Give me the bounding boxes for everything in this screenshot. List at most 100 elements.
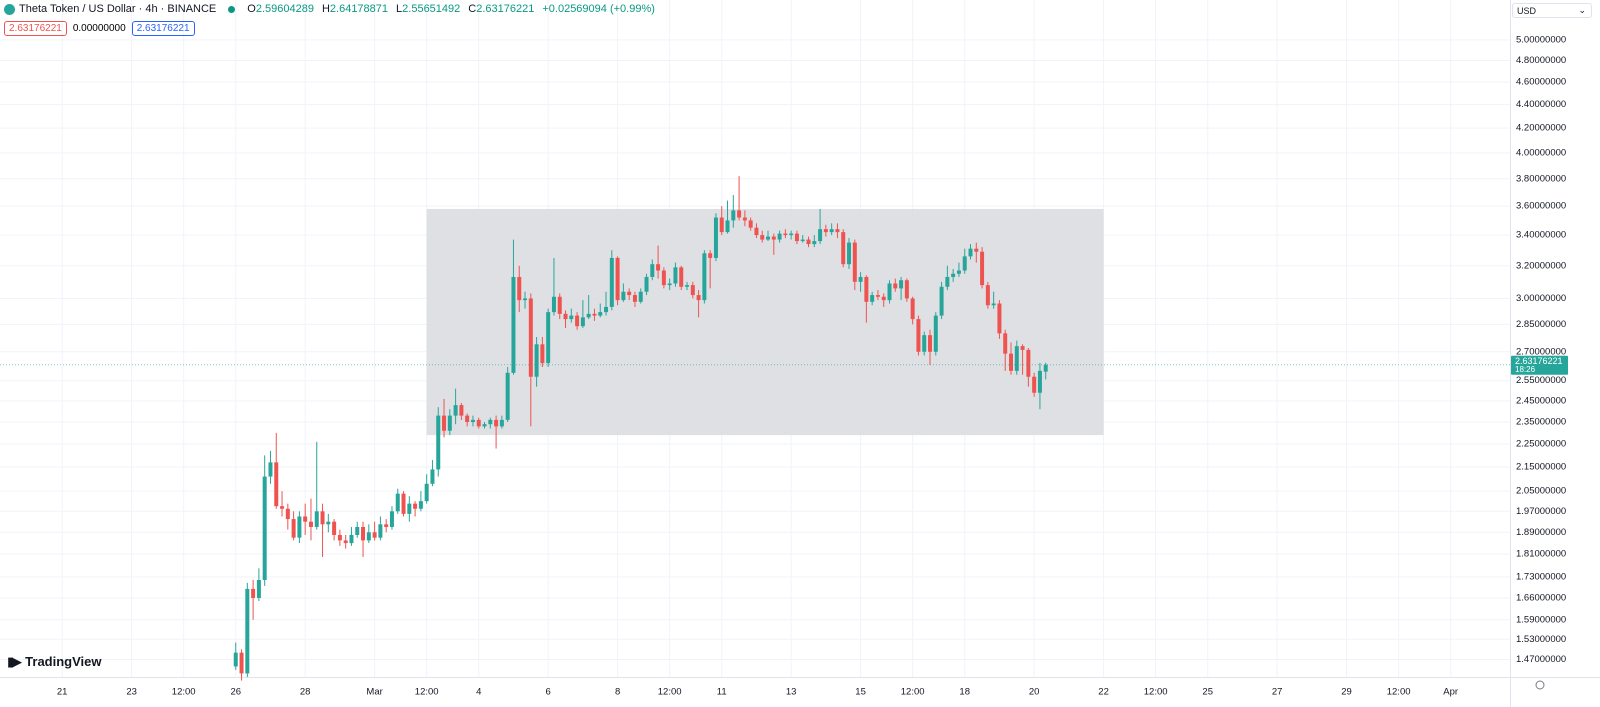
candle-body [274,462,279,507]
candle-body [881,296,886,301]
candle-body [956,270,961,274]
ohlc-value: 2.59604289 [255,3,314,15]
y-tick-label: 2.45000000 [1516,395,1566,406]
candle-body [800,239,805,242]
price-label: 2.63176221 [1515,356,1563,366]
candle-body [841,232,846,265]
candle-body [748,220,753,228]
candle-body [540,344,545,364]
candle-body [494,419,499,427]
x-tick-label: 12:00 [901,687,925,698]
market-status [228,5,236,13]
candle-body [870,295,875,302]
symbol-title: Theta Token / US Dollar · 4h · BINANCE [19,3,217,15]
ohlc-item: C2.63176221 [468,3,534,15]
candle-body [517,276,522,301]
candle-body [320,511,325,525]
y-tick-label: 3.40000000 [1516,230,1566,241]
candle-body [806,239,811,245]
candle-body [256,579,261,598]
candle-body [904,280,909,299]
candle-body [459,405,464,416]
candle-body [609,257,614,307]
y-tick-label: 1.59000000 [1516,614,1566,625]
y-tick-label: 4.60000000 [1516,77,1566,88]
candle-body [1003,333,1008,354]
candle-body [910,298,915,320]
x-tick-label: 23 [126,687,137,698]
currency-select[interactable]: USD ⌄ [1512,3,1592,18]
candle-body [465,415,470,423]
candle-body [523,298,528,301]
logo[interactable]: ▮▶ TradingView [7,654,102,670]
candle-body [262,476,267,580]
x-tick-label: 15 [855,687,866,698]
candle-body [991,303,996,306]
candle-body [858,276,863,282]
candle-body [899,280,904,289]
candle-body [436,415,441,470]
x-tick-label: 12:00 [415,687,439,698]
candle-body [239,652,244,674]
dropdown-arrow: ⌄ [1578,5,1586,15]
candle-body [343,540,348,544]
y-tick-label: 5.00000000 [1516,34,1566,45]
x-tick-label: 4 [476,687,481,698]
candle-body [696,295,701,301]
candle-body [384,524,389,527]
ohlc-item: L2.55651492 [396,3,460,15]
candle-body [337,534,342,541]
candle-body [395,493,400,512]
ohlc-value: 2.64178871 [329,3,389,15]
candle-body [407,503,412,514]
y-tick-label: 2.05000000 [1516,486,1566,497]
candle-body [1026,349,1031,377]
ohlc-item: H2.64178871 [322,3,388,15]
candle-body [997,303,1002,334]
y-tick-label: 2.70000000 [1516,346,1566,357]
candle-body [725,220,730,233]
x-tick-label: 8 [615,687,620,698]
settings-icon[interactable] [1535,680,1545,690]
candle-body [569,315,574,320]
x-tick-label: 22 [1098,687,1109,698]
y-tick-label: 3.00000000 [1516,293,1566,304]
candle-body [413,503,418,509]
candle-body [442,415,447,431]
candle-body [829,229,834,233]
candle-body [546,312,551,364]
candle-body [268,462,273,477]
y-tick-label: 1.47000000 [1516,654,1566,665]
candle-body [453,405,458,416]
ohlc-label: C [468,3,477,15]
y-tick-label: 2.25000000 [1516,439,1566,450]
candle-body [974,248,979,252]
x-tick-label: 11 [717,687,727,698]
change: +0.02569094 (+0.99%) [542,3,655,15]
y-tick-label: 1.89000000 [1516,527,1566,538]
candle-body [563,313,568,320]
y-tick-label: 2.55000000 [1516,375,1566,386]
candle-body [650,264,655,277]
candle-body [418,501,423,509]
x-tick-label: 26 [230,687,241,698]
currency: USD [1517,6,1537,16]
ohlc-value: 2.55651492 [402,3,461,15]
candle-body [349,534,354,544]
candle-body [372,532,377,538]
candle-body [794,233,799,242]
ohlc-label: H [321,3,330,15]
candle-body [285,508,290,520]
candle-body [621,291,626,301]
candle-body [812,241,817,245]
candle-body [638,291,643,302]
candle-body [551,296,556,313]
y-tick-label: 2.15000000 [1516,462,1566,473]
candle-body [737,210,742,218]
candle-body [528,298,533,377]
candle-body [303,516,308,522]
badge: 2.63176221 [131,21,195,36]
candle-body [679,267,684,287]
y-tick-label: 4.20000000 [1516,123,1566,134]
logo-mark: ▮▶ [7,655,22,670]
